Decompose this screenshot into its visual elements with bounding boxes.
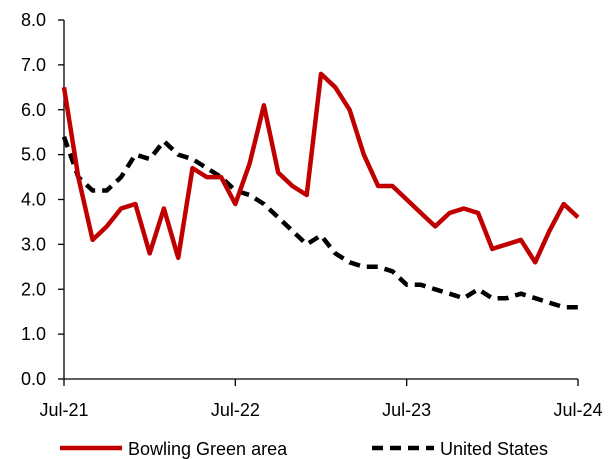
x-tick-label: Jul-22 [211, 400, 260, 420]
x-tick-label: Jul-21 [39, 400, 88, 420]
x-tick-label: Jul-23 [382, 400, 431, 420]
y-tick-label: 0.0 [21, 369, 46, 389]
y-tick-label: 5.0 [21, 145, 46, 165]
series-layer [61, 71, 580, 310]
y-tick-label: 7.0 [21, 55, 46, 75]
x-tick-label: Jul-24 [553, 400, 602, 420]
series-line-bowling-green-area [61, 71, 580, 265]
y-tick-label: 1.0 [21, 324, 46, 344]
y-tick-label: 8.0 [21, 10, 46, 30]
y-tick-label: 6.0 [21, 100, 46, 120]
x-axis: Jul-21 Jul-22 Jul-23 Jul-24 [39, 378, 603, 420]
y-axis: 0.0 1.0 2.0 3.0 4.0 5.0 6.0 7.0 8.0 [21, 10, 65, 389]
legend-label: Bowling Green area [128, 439, 288, 459]
legend-label: United States [440, 439, 548, 459]
y-tick-label: 4.0 [21, 190, 46, 210]
legend: Bowling Green area United States [60, 439, 548, 459]
y-tick-label: 3.0 [21, 234, 46, 254]
y-tick-label: 2.0 [21, 279, 46, 299]
